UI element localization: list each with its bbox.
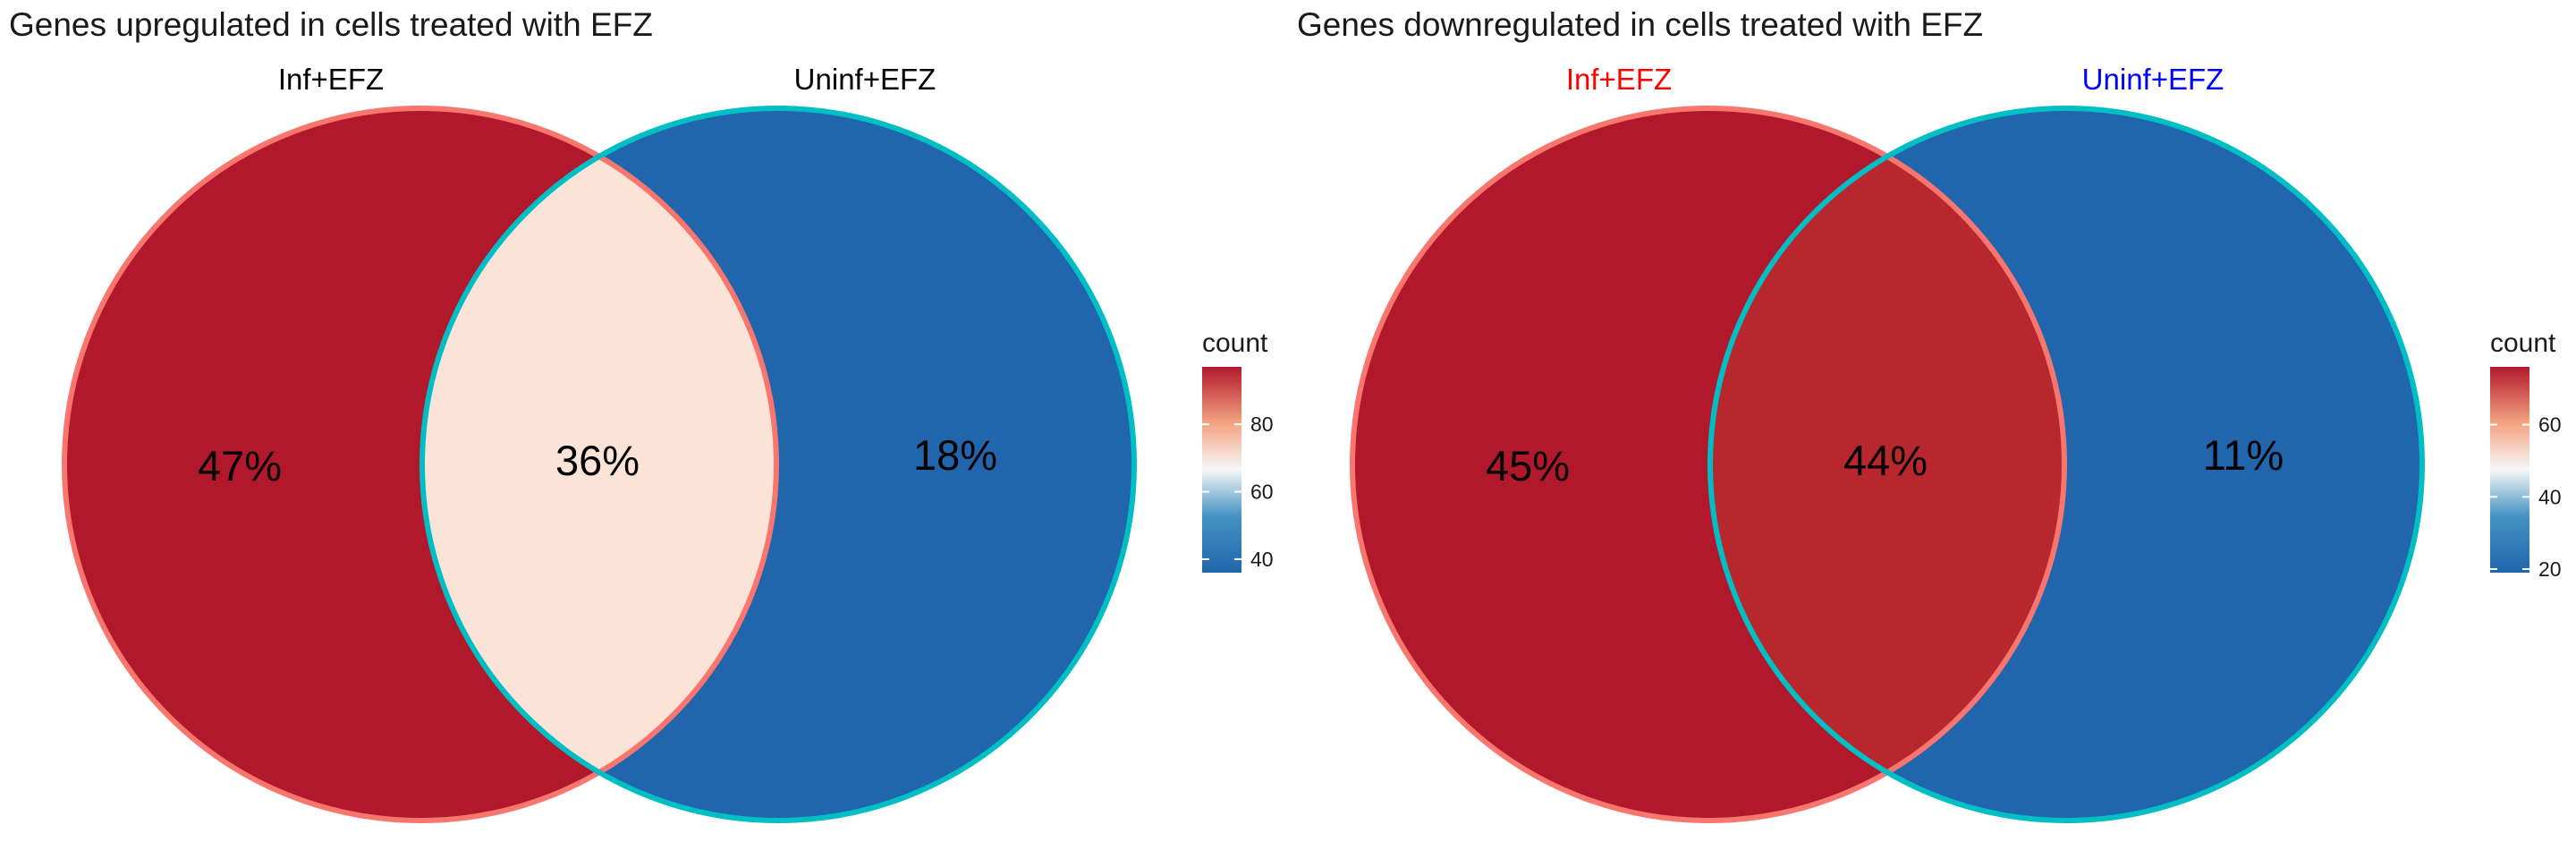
region-label-right: 11% xyxy=(2203,431,2284,479)
legend-tick-label: 40 xyxy=(1250,548,1274,571)
set-border-left xyxy=(1350,106,2067,823)
legend-tick-label: 60 xyxy=(1250,481,1274,504)
set-label-left: Inf+EFZ xyxy=(278,63,384,96)
region-intersection xyxy=(422,108,776,821)
set-border-left xyxy=(62,106,779,823)
venn-panel-2: Genes downregulated in cells treated wit… xyxy=(1297,6,2562,823)
legend-title: count xyxy=(2490,328,2556,358)
region-intersection xyxy=(1710,108,2064,821)
set-label-right: Uninf+EFZ xyxy=(794,63,936,96)
legend-colorbar xyxy=(2490,367,2529,573)
region-label-left: 45% xyxy=(1486,442,1570,489)
legend-tick-label: 80 xyxy=(1250,412,1274,436)
legend-colorbar xyxy=(1202,367,1241,573)
legend-title: count xyxy=(1202,328,1268,358)
region-label-intersection: 36% xyxy=(555,437,640,484)
chart-title: Genes upregulated in cells treated with … xyxy=(9,6,653,43)
region-label-intersection: 44% xyxy=(1843,437,1928,484)
legend-tick-label: 20 xyxy=(2538,557,2562,581)
region-label-left: 47% xyxy=(198,442,282,489)
set-label-right: Uninf+EFZ xyxy=(2082,63,2224,96)
set-label-left: Inf+EFZ xyxy=(1566,63,1672,96)
set-border-right xyxy=(1707,106,2425,823)
chart-title: Genes downregulated in cells treated wit… xyxy=(1297,6,1983,43)
venn-panel-1: Genes upregulated in cells treated with … xyxy=(9,6,1274,823)
legend-tick-label: 60 xyxy=(2538,413,2562,437)
region-label-right: 18% xyxy=(913,431,997,479)
set-border-right xyxy=(419,106,1137,823)
legend-tick-label: 40 xyxy=(2538,485,2562,508)
